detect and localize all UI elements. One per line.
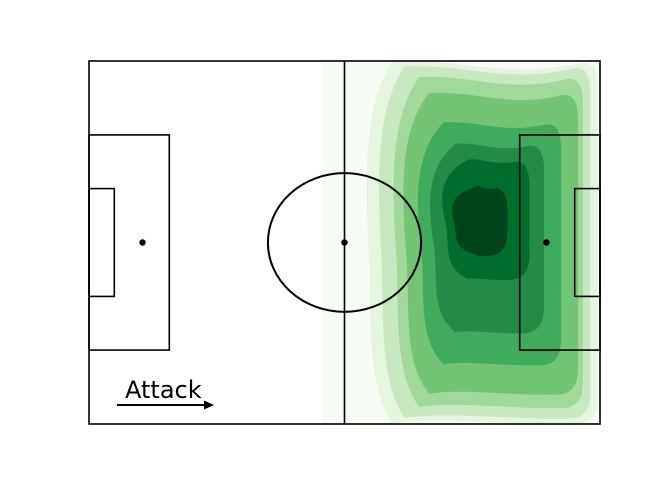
centre-spot — [341, 239, 348, 246]
density-contours — [322, 61, 600, 424]
left-penalty-spot — [139, 239, 146, 246]
left-penalty-area — [88, 134, 171, 351]
attack-arrow-head — [204, 400, 214, 410]
centre-circle — [266, 172, 423, 313]
right-penalty-spot — [543, 239, 550, 246]
attack-label: Attack — [125, 376, 202, 404]
right-goal-area — [573, 187, 601, 298]
pitch-lines — [88, 60, 601, 425]
density-contour-level-9 — [451, 186, 508, 257]
attack-indicator: Attack — [117, 376, 214, 410]
left-goal-area — [88, 187, 116, 298]
